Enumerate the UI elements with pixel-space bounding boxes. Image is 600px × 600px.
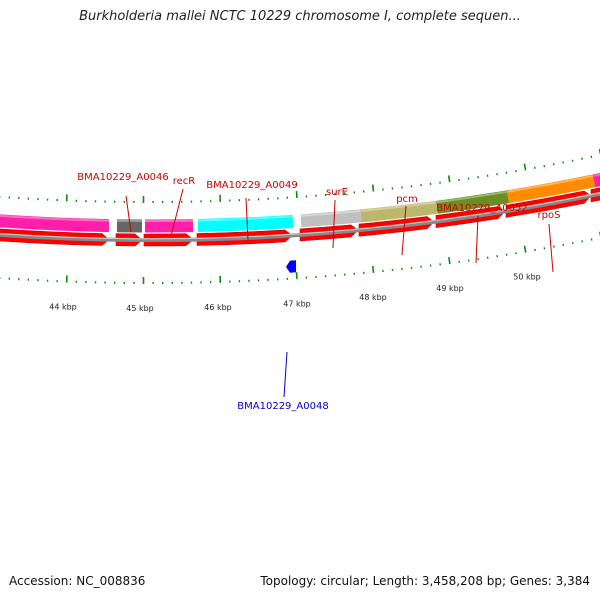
gc-tick (523, 163, 527, 171)
scale-tick (372, 265, 375, 273)
backbone-layer (0, 191, 600, 242)
gene-leader-line (245, 197, 249, 242)
gene-leader-line (332, 199, 336, 249)
kbp-label: 50 kbp (513, 273, 541, 282)
cog-block (300, 209, 362, 228)
gene-label: rpoS (538, 210, 561, 221)
cog-block-shine (197, 215, 294, 222)
scale-tick (295, 272, 298, 280)
gene-leader-line (170, 188, 184, 237)
kbp-label: 45 kbp (126, 304, 154, 313)
gc-tick (371, 184, 375, 192)
gene-label: surE (326, 187, 348, 198)
cog-block-shine (0, 214, 110, 222)
tick-layer (0, 148, 600, 284)
gene-label: BMA10229_A0048 (237, 401, 328, 412)
cog-block (360, 200, 438, 223)
kbp-label: 47 kbp (283, 299, 311, 308)
gene-leader-line (283, 351, 288, 398)
kbp-label: 44 kbp (49, 302, 77, 311)
scale-tick (523, 245, 527, 253)
gene-label: BMA10229_A0052 (436, 203, 527, 214)
cog-block-shine (593, 173, 600, 177)
accession-text: Accession: NC_008836 (9, 574, 146, 588)
gene-label: BMA10229_A0049 (206, 180, 297, 191)
kbp-label: 49 kbp (436, 284, 464, 293)
label-layer: 44 kbp 45 kbp 46 kbp 47 kbp 48 kbp 49 kbp 50 k… (49, 172, 560, 412)
kbp-label: 46 kbp (204, 303, 232, 312)
gene-leader-line (475, 215, 479, 264)
cog-block (0, 214, 110, 233)
gene-leader-line (401, 205, 407, 256)
map-title: Burkholderia mallei NCTC 10229 chromosom… (79, 9, 521, 24)
cog-block (592, 172, 600, 188)
gene-leader-line (548, 223, 554, 273)
cog-block (436, 190, 510, 214)
gene-label: recR (173, 176, 196, 187)
backbone-ring (0, 191, 600, 242)
kbp-label: 48 kbp (359, 293, 387, 302)
cog-layer (0, 172, 600, 233)
cog-block (506, 174, 596, 204)
scale-tick (448, 256, 451, 265)
gc-tick (447, 175, 451, 183)
gene-leader-line (125, 195, 132, 233)
backbone-highlight (0, 192, 600, 240)
topology-summary: Topology: circular; Length: 3,458,208 bp… (260, 574, 590, 588)
gene-label: pcm (396, 194, 418, 205)
gene-label: BMA10229_A0046 (77, 172, 168, 183)
cds-reverse-arrow (286, 260, 296, 273)
cog-block (197, 214, 294, 232)
